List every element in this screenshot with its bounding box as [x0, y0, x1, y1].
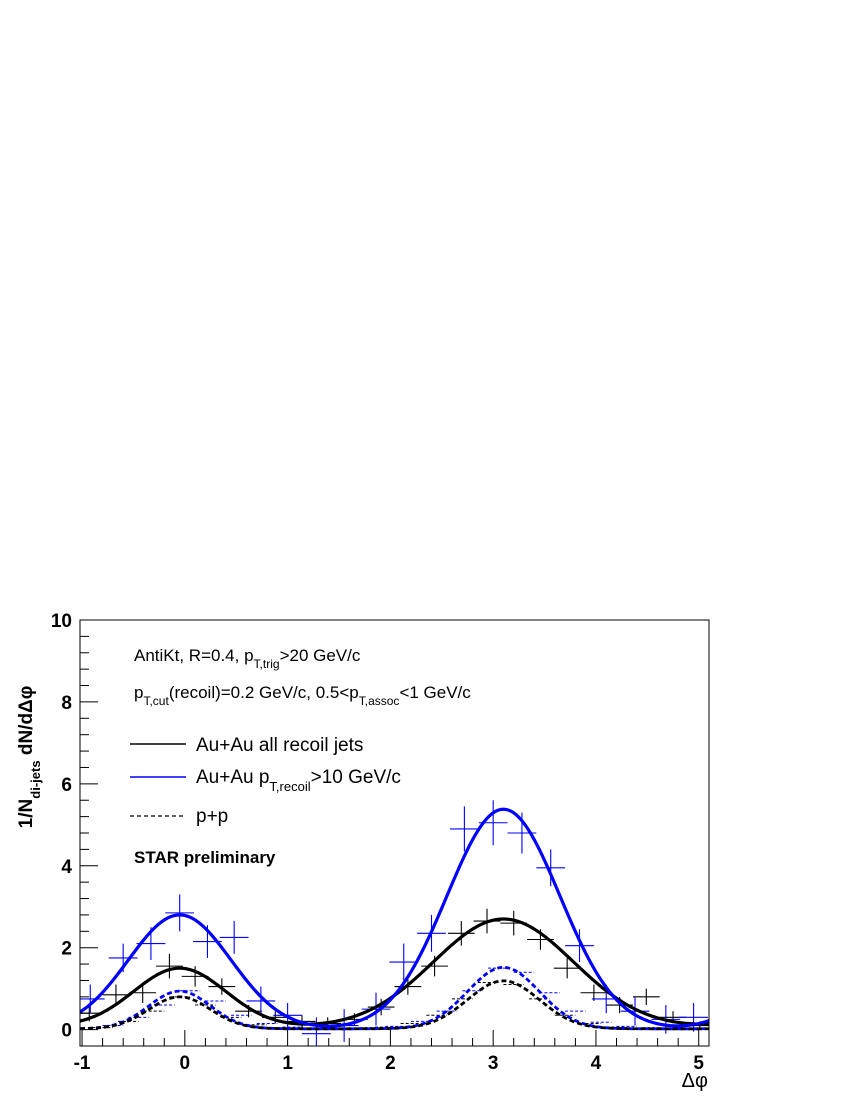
x-tick-label: 5	[693, 1053, 704, 1074]
data-point-blue	[219, 921, 249, 954]
x-tick-label: -1	[74, 1053, 91, 1074]
legend-label-all-recoil: Au+Au all recoil jets	[196, 735, 363, 756]
legend-label-pp: p+p	[196, 806, 228, 827]
fit-curve-2	[80, 965, 709, 1031]
data-point-black	[632, 988, 660, 1006]
x-tick-label: 4	[591, 1053, 602, 1074]
y-tick-label: 10	[51, 611, 72, 632]
data-point-blue	[246, 986, 276, 1016]
data-point-blue	[389, 943, 419, 981]
data-point-black	[102, 984, 130, 1006]
fit-curve-0	[80, 917, 709, 1026]
data-point-blue	[620, 996, 650, 1026]
data-layer	[80, 800, 709, 1046]
data-point-black	[580, 984, 608, 1001]
data-point-black	[553, 957, 581, 979]
y-tick-label: 2	[61, 939, 72, 960]
data-point-black	[447, 921, 475, 946]
data-point-blue	[679, 1002, 708, 1032]
legend-label-recoil-10: Au+Au pT,recoil>10 GeV/c	[196, 767, 401, 794]
x-tick-label: 3	[488, 1053, 499, 1074]
data-point-black	[156, 953, 183, 979]
y-tick-label: 8	[61, 693, 72, 714]
y-axis-label: 1/Ndi-jets dN/dΔφ	[16, 686, 43, 829]
legend: Au+Au all recoil jets Au+Au pT,recoil>10…	[130, 735, 401, 827]
data-point-blue	[565, 929, 594, 963]
info-line-2: pT,cut(recoil)=0.2 GeV/c, 0.5<pT,assoc<1…	[134, 683, 471, 708]
info-line-1: AntiKt, R=0.4, pT,trig>20 GeV/c	[134, 646, 361, 671]
data-point-blue	[536, 849, 566, 887]
x-tick-label: 0	[180, 1053, 191, 1074]
x-tick-label: 1	[282, 1053, 293, 1074]
data-point-blue	[361, 992, 391, 1026]
fit-curve-3	[80, 979, 709, 1031]
preliminary-label: STAR preliminary	[134, 848, 276, 867]
y-tick-label: 4	[61, 857, 72, 878]
data-point-blue	[165, 894, 195, 932]
y-tick-label: 6	[61, 775, 72, 796]
data-point-blue	[80, 984, 105, 1014]
data-point-blue	[450, 806, 479, 852]
y-tick-label: 0	[61, 1021, 72, 1042]
fit-curve-1	[80, 807, 709, 1028]
x-tick-label: 2	[385, 1053, 396, 1074]
x-axis-label: Δφ	[682, 1070, 708, 1092]
